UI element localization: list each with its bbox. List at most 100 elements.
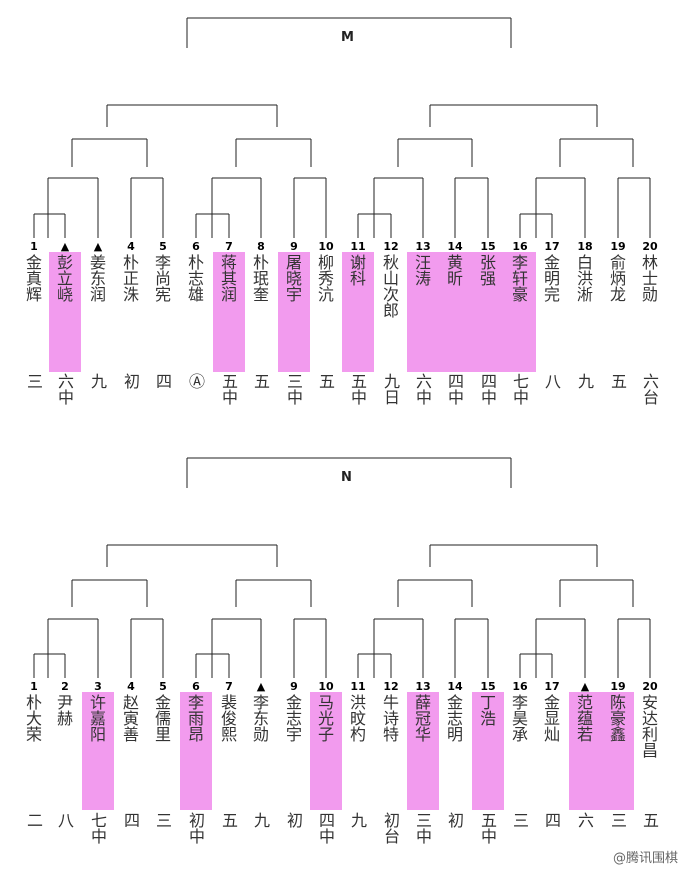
seed-number: 12 <box>383 240 399 253</box>
player-name: 李昊承 <box>509 694 528 742</box>
player-rank: 五 <box>608 373 627 389</box>
seed-number: 13 <box>415 240 431 253</box>
player-name: 朴志雄 <box>185 254 204 302</box>
seed-number: 15 <box>480 240 496 253</box>
player-name: 安达利昌 <box>639 694 658 758</box>
seed-number: 11 <box>350 680 366 693</box>
seed-number: 18 <box>577 240 593 253</box>
player-name: 汪涛 <box>412 254 431 286</box>
player-name: 金真辉 <box>23 254 42 302</box>
seed-number: 9 <box>290 680 298 693</box>
player-rank: 九 <box>88 373 107 389</box>
player-name: 裴俊熙 <box>218 694 237 742</box>
player-name: 金志明 <box>444 694 463 742</box>
player-rank: 三中 <box>413 812 432 844</box>
winner-highlight <box>407 252 536 372</box>
player-name: 金儒里 <box>152 694 171 742</box>
player-rank: 五中 <box>478 812 497 844</box>
player-rank: 初 <box>445 812 464 828</box>
player-rank: 九日 <box>381 373 400 405</box>
seed-number: 13 <box>415 680 431 693</box>
player-name: 牛诗特 <box>380 694 399 742</box>
player-name: 范蕴若 <box>574 694 593 742</box>
seed-number: 3 <box>94 680 102 693</box>
seed-number: ▲ <box>60 240 70 253</box>
seed-number: 7 <box>225 240 233 253</box>
player-name: 李雨昂 <box>185 694 204 742</box>
seed-number: ▲ <box>93 240 103 253</box>
winner-highlight <box>310 692 342 810</box>
watermark: @腾讯围棋 <box>608 845 682 868</box>
seed-number: ▲ <box>256 680 266 693</box>
seed-number: 10 <box>318 240 334 253</box>
seed-number: 12 <box>383 680 399 693</box>
player-name: 金志宇 <box>283 694 302 742</box>
player-rank: 八 <box>55 812 74 828</box>
player-name: 朴正洙 <box>120 254 139 302</box>
winner-highlight <box>472 692 504 810</box>
player-rank: 二 <box>24 812 43 828</box>
player-name: 蒋其润 <box>218 254 237 302</box>
seed-number: 17 <box>544 240 560 253</box>
player-rank: 六台 <box>640 373 659 405</box>
player-name: 黄昕 <box>444 254 463 286</box>
winner-highlight <box>407 692 439 810</box>
seed-number: 5 <box>159 240 167 253</box>
player-name: 林士勋 <box>639 254 658 302</box>
player-rank: 五 <box>251 373 270 389</box>
player-name: 丁浩 <box>477 694 496 726</box>
player-rank: 五 <box>640 812 659 828</box>
seed-number: 11 <box>350 240 366 253</box>
player-rank: 九 <box>348 812 367 828</box>
player-rank: 三 <box>510 812 529 828</box>
player-rank: 八 <box>542 373 561 389</box>
player-rank: 四中 <box>316 812 335 844</box>
seed-number: 14 <box>447 680 463 693</box>
seed-number: 17 <box>544 680 560 693</box>
winner-highlight <box>82 692 114 810</box>
player-rank: 九 <box>251 812 270 828</box>
player-name: 许嘉阳 <box>87 694 106 742</box>
player-name: 金显灿 <box>541 694 560 742</box>
seed-number: 7 <box>225 680 233 693</box>
player-rank: 初 <box>121 373 140 389</box>
bracket-label: N <box>341 470 352 485</box>
player-name: 李东勋 <box>250 694 269 742</box>
player-rank: 五 <box>219 812 238 828</box>
player-name: 尹赫 <box>54 694 73 726</box>
player-name: 陈豪鑫 <box>607 694 626 742</box>
player-name: 白洪淅 <box>574 254 593 302</box>
player-rank: 五 <box>316 373 335 389</box>
player-name: 俞炳龙 <box>607 254 626 302</box>
player-name: 柳秀沆 <box>315 254 334 302</box>
player-name: 彭立峣 <box>54 254 73 302</box>
seed-number: 1 <box>30 680 38 693</box>
winner-highlight <box>180 692 212 810</box>
player-name: 金明完 <box>541 254 560 302</box>
player-name: 朴珉奎 <box>250 254 269 302</box>
player-rank: 初 <box>284 812 303 828</box>
seed-number: 14 <box>447 240 463 253</box>
player-name: 朴大荣 <box>23 694 42 742</box>
seed-number: 6 <box>192 680 200 693</box>
seed-number: 2 <box>61 680 69 693</box>
player-rank: 四中 <box>445 373 464 405</box>
player-name: 屠晓宇 <box>283 254 302 302</box>
player-rank: 七中 <box>510 373 529 405</box>
seed-number: 4 <box>127 240 135 253</box>
seed-number: 6 <box>192 240 200 253</box>
player-rank: 六中 <box>55 373 74 405</box>
player-rank: 三中 <box>284 373 303 405</box>
player-name: 马光子 <box>315 694 334 742</box>
player-name: 张强 <box>477 254 496 286</box>
winner-highlight <box>569 692 634 810</box>
player-rank: 五中 <box>348 373 367 405</box>
player-name: 李尚宪 <box>152 254 171 302</box>
player-rank: 三 <box>608 812 627 828</box>
player-rank: 四 <box>121 812 140 828</box>
winner-highlight <box>342 252 374 372</box>
seed-number: 8 <box>257 240 265 253</box>
player-rank: 三 <box>153 812 172 828</box>
player-name: 洪旼杓 <box>347 694 366 742</box>
